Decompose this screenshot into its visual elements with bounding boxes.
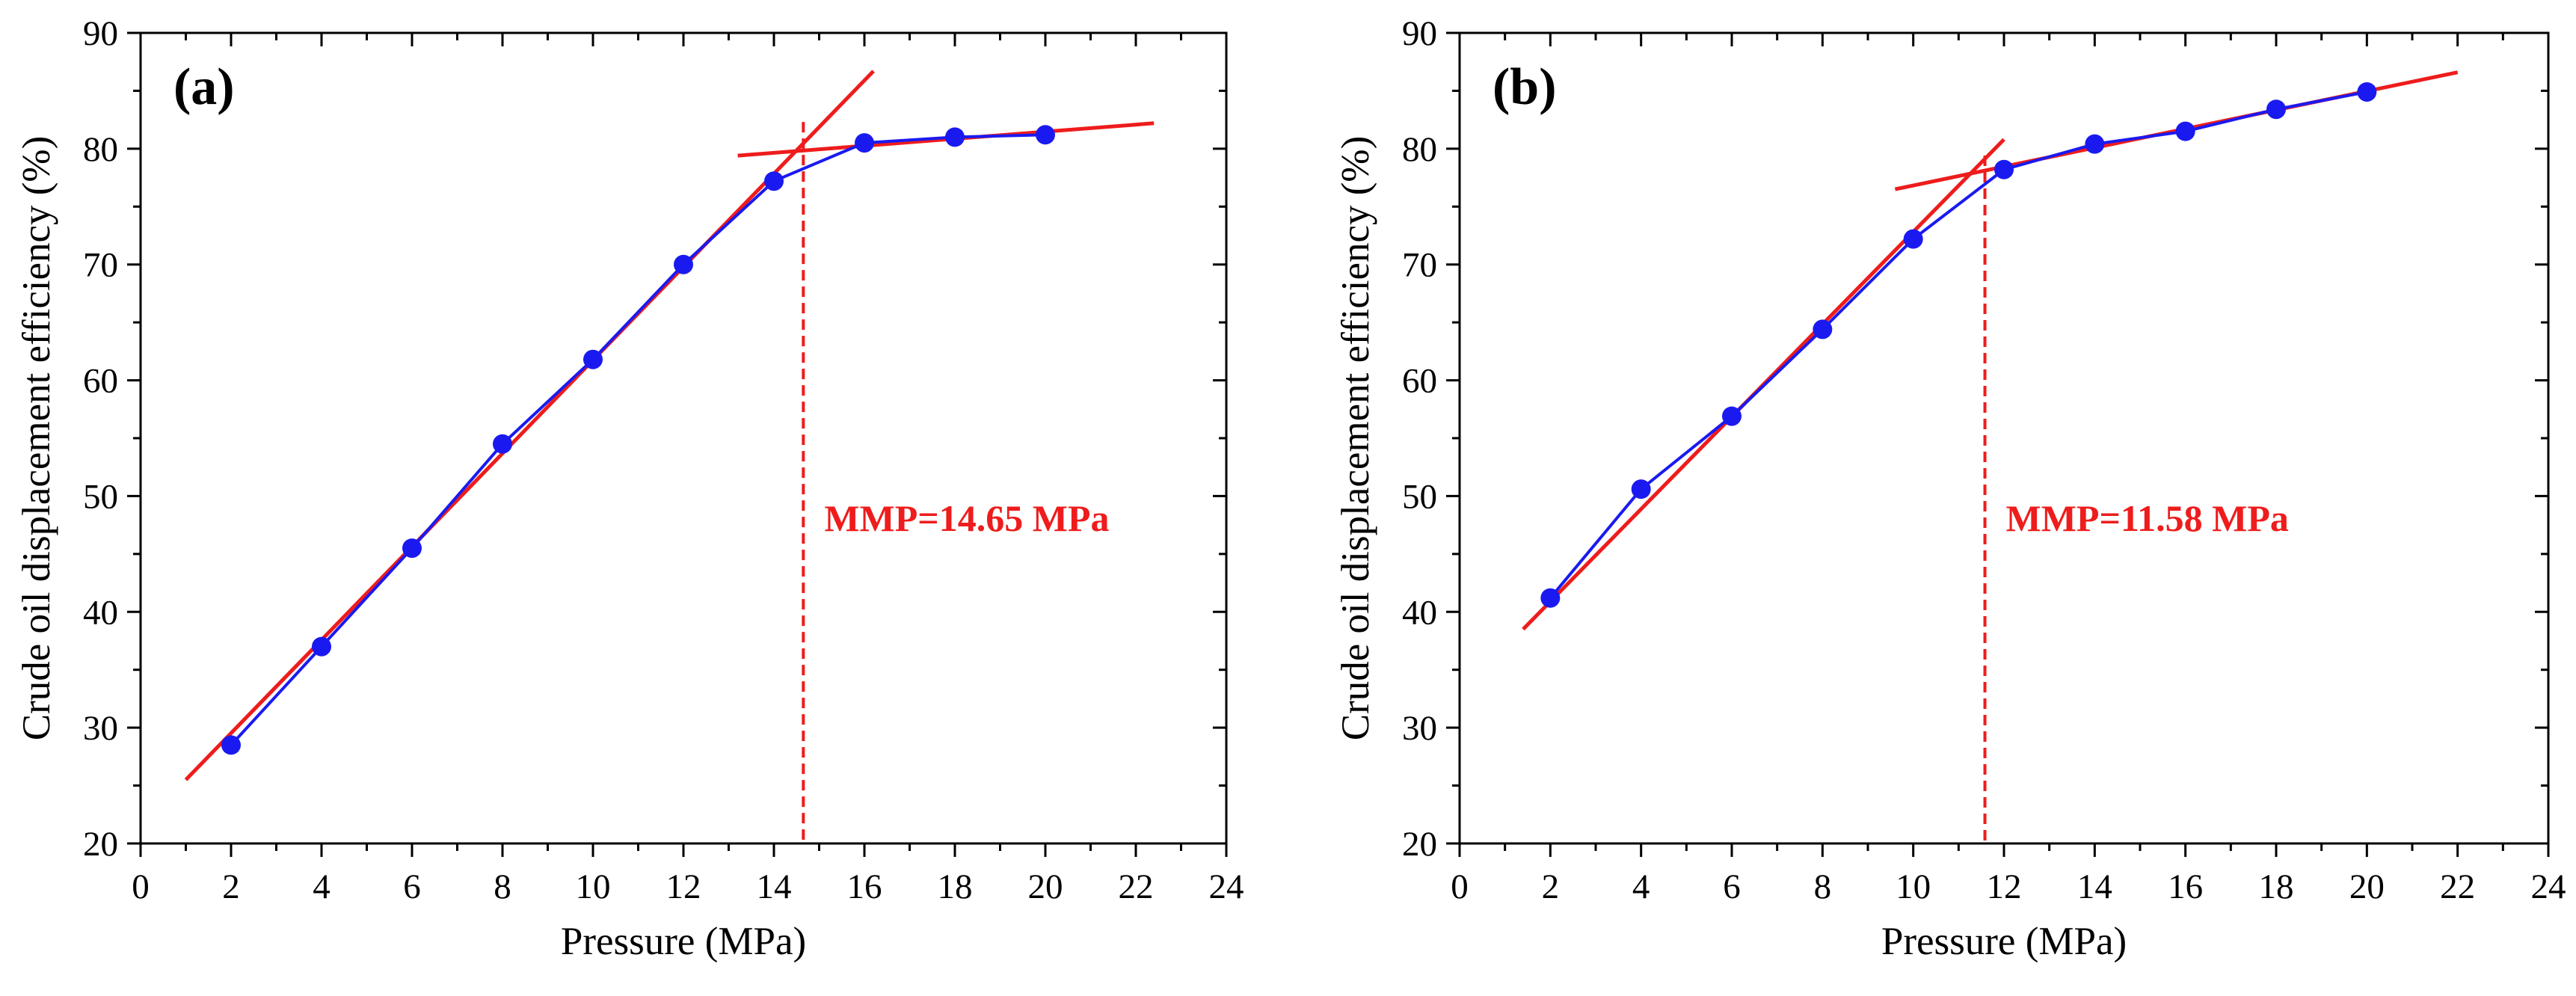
x-tick-label: 12	[1987, 867, 2022, 906]
x-tick-label: 2	[1542, 867, 1560, 906]
x-tick-label: 20	[2349, 867, 2385, 906]
y-tick-label: 70	[1402, 246, 1437, 285]
y-axis-title: Crude oil displacement efficiency (%)	[15, 136, 58, 740]
series-line	[1549, 90, 2367, 599]
data-point	[221, 735, 241, 755]
y-axis-title: Crude oil displacement efficiency (%)	[1334, 136, 1377, 740]
fit-line-rising	[184, 70, 875, 781]
y-tick-label: 60	[83, 362, 118, 401]
x-tick-label: 24	[2531, 867, 2566, 906]
x-tick-label: 22	[2440, 867, 2475, 906]
y-tick-label: 30	[83, 709, 118, 748]
data-point	[312, 636, 331, 657]
y-tick-label: 40	[1402, 593, 1437, 632]
data-point	[2266, 99, 2286, 120]
data-point	[1722, 406, 1742, 426]
y-tick-label: 90	[1402, 14, 1437, 53]
x-tick-label: 10	[576, 867, 611, 906]
data-point	[2175, 121, 2195, 141]
x-tick-label: 2	[222, 867, 240, 906]
y-tick-label: 20	[83, 825, 118, 864]
data-point	[1631, 479, 1651, 499]
x-tick-label: 14	[757, 867, 792, 906]
x-tick-label: 0	[132, 867, 150, 906]
x-tick-label: 4	[313, 867, 331, 906]
y-tick-label: 70	[83, 246, 118, 285]
data-point	[2085, 134, 2105, 154]
y-tick-label: 40	[83, 593, 118, 632]
x-tick-label: 24	[1209, 867, 1244, 906]
data-point	[583, 349, 603, 369]
y-tick-label: 80	[83, 130, 118, 169]
x-tick-label: 18	[938, 867, 973, 906]
y-tick-label: 50	[83, 477, 118, 516]
x-tick-label: 14	[2077, 867, 2112, 906]
y-tick-label: 50	[1402, 477, 1437, 516]
data-point	[402, 538, 422, 559]
x-tick-label: 0	[1451, 867, 1469, 906]
plot-frame	[139, 31, 1228, 845]
data-point	[764, 171, 784, 191]
series-line	[230, 133, 1046, 746]
x-axis-title: Pressure (MPa)	[1881, 920, 2127, 963]
x-tick-label: 10	[1896, 867, 1931, 906]
x-tick-label: 8	[1814, 867, 1832, 906]
y-tick-label: 60	[1402, 362, 1437, 401]
chart-panel-b: 0 2 4 6 8 10 12 14 16 18 20 22 242030405060708090Pre…	[1334, 14, 2566, 963]
x-tick-label: 18	[2259, 867, 2294, 906]
panel-label: (a)	[173, 58, 235, 116]
x-tick-label: 4	[1632, 867, 1650, 906]
data-point	[1994, 159, 2014, 179]
y-tick-label: 20	[1402, 825, 1437, 864]
y-tick-label: 30	[1402, 709, 1437, 748]
x-tick-label: 6	[1723, 867, 1741, 906]
x-tick-label: 20	[1028, 867, 1063, 906]
x-tick-label: 8	[494, 867, 511, 906]
data-point	[1540, 588, 1561, 608]
x-axis-title: Pressure (MPa)	[561, 920, 806, 963]
data-point	[2357, 82, 2377, 102]
x-tick-label: 12	[666, 867, 701, 906]
data-point	[674, 254, 693, 274]
data-point	[1036, 125, 1055, 145]
plot-frame	[1458, 31, 2550, 845]
y-tick-label: 80	[1402, 130, 1437, 169]
data-point	[855, 133, 874, 153]
data-point	[493, 434, 512, 454]
mmp-label: MMP=11.58 MPa	[2006, 497, 2289, 539]
panel-label: (b)	[1493, 58, 1557, 116]
x-tick-label: 6	[403, 867, 421, 906]
x-tick-label: 16	[2168, 867, 2203, 906]
x-tick-label: 16	[847, 867, 882, 906]
data-point	[945, 127, 965, 147]
y-tick-label: 90	[83, 14, 118, 53]
x-tick-label: 22	[1119, 867, 1154, 906]
data-point	[1813, 319, 1833, 339]
chart-panel-a: 0 2 4 6 8 10 12 14 16 18 20 22 242030405060708090Pre…	[15, 14, 1244, 963]
data-point	[1903, 229, 1923, 249]
mmp-label: MMP=14.65 MPa	[824, 497, 1109, 539]
